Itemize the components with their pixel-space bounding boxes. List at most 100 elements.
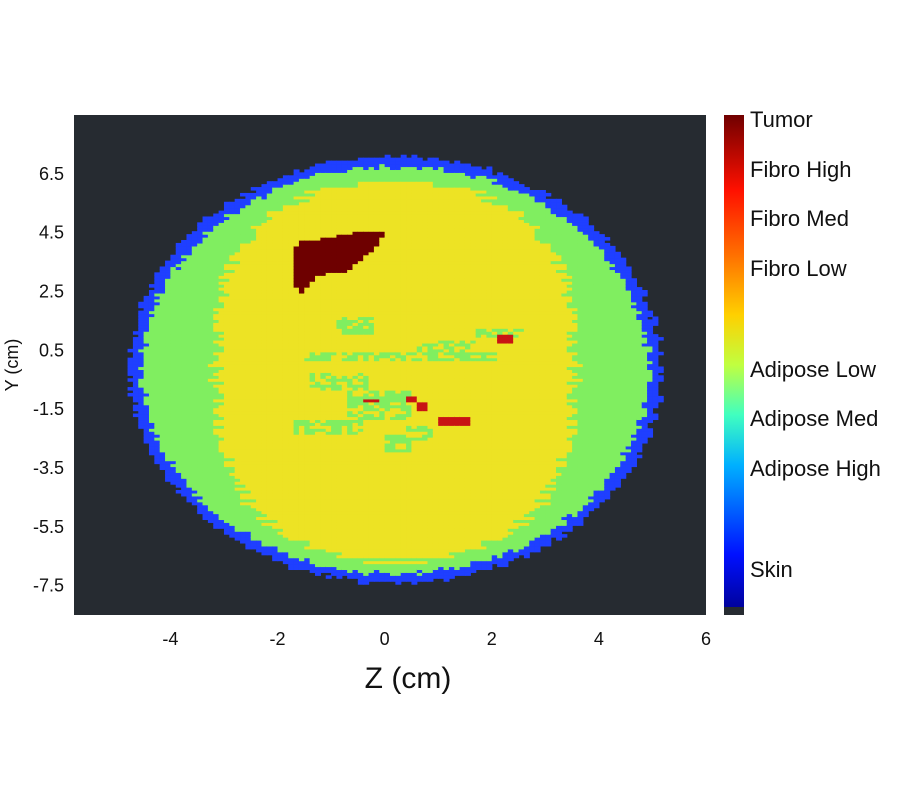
- tissue-voxel: [256, 492, 263, 497]
- tissue-voxel: [197, 301, 204, 306]
- tissue-voxel: [191, 392, 198, 397]
- tissue-voxel: [309, 219, 316, 223]
- tissue-voxel: [165, 390, 172, 394]
- tissue-voxel: [229, 260, 236, 265]
- tissue-voxel: [357, 363, 364, 368]
- tissue-voxel: [154, 366, 161, 371]
- tissue-voxel: [229, 287, 236, 291]
- tissue-voxel: [154, 316, 161, 321]
- tissue-voxel: [363, 407, 370, 412]
- tissue-voxel: [165, 290, 172, 294]
- tissue-voxel: [320, 184, 327, 188]
- tissue-voxel: [357, 569, 364, 573]
- tissue-voxel: [218, 504, 225, 509]
- tissue-voxel: [341, 281, 348, 285]
- tissue-voxel: [288, 545, 295, 550]
- tissue-voxel: [250, 440, 257, 444]
- tissue-voxel: [309, 407, 316, 412]
- tissue-voxel: [218, 281, 225, 285]
- tissue-voxel: [309, 284, 316, 288]
- tissue-voxel: [336, 184, 343, 188]
- tissue-voxel: [207, 516, 214, 521]
- tissue-voxel: [298, 184, 305, 188]
- tissue-voxel: [175, 384, 182, 388]
- tissue-voxel: [309, 178, 316, 182]
- tissue-voxel: [256, 269, 263, 273]
- tissue-voxel: [272, 428, 279, 432]
- tissue-voxel: [336, 569, 343, 573]
- tissue-voxel: [320, 437, 327, 441]
- tissue-voxel: [213, 298, 220, 303]
- tissue-voxel: [320, 316, 327, 321]
- tissue-voxel: [181, 410, 188, 415]
- tissue-voxel: [325, 484, 332, 488]
- tissue-voxel: [207, 413, 214, 418]
- tissue-voxel: [288, 187, 295, 191]
- tissue-voxel: [223, 304, 230, 309]
- tissue-voxel: [175, 390, 182, 394]
- tissue-voxel: [357, 457, 364, 462]
- tissue-voxel: [191, 501, 198, 506]
- tissue-voxel: [148, 334, 155, 338]
- tissue-voxel: [336, 281, 343, 285]
- tissue-voxel: [127, 348, 134, 353]
- tissue-voxel: [213, 340, 220, 344]
- tissue-voxel: [331, 487, 338, 491]
- tissue-voxel: [240, 422, 246, 426]
- tissue-voxel: [165, 304, 172, 309]
- tissue-voxel: [175, 431, 182, 435]
- tissue-voxel: [298, 457, 305, 462]
- tissue-voxel: [315, 542, 321, 547]
- tissue-voxel: [213, 419, 220, 423]
- tissue-voxel: [363, 192, 370, 197]
- tissue-voxel: [229, 225, 236, 229]
- tissue-voxel: [143, 378, 150, 382]
- tissue-voxel: [341, 434, 348, 438]
- tissue-voxel: [282, 557, 289, 562]
- tissue-voxel: [272, 310, 279, 315]
- tissue-voxel: [320, 484, 327, 488]
- tissue-voxel: [256, 525, 263, 529]
- tissue-voxel: [138, 304, 145, 309]
- tissue-voxel: [293, 295, 300, 300]
- tissue-voxel: [347, 548, 354, 553]
- tissue-voxel: [368, 487, 375, 491]
- tissue-voxel: [229, 257, 236, 262]
- tissue-voxel: [181, 354, 188, 359]
- tissue-voxel: [170, 360, 177, 365]
- tissue-voxel: [218, 457, 225, 462]
- tissue-voxel: [320, 395, 327, 400]
- tissue-voxel: [202, 398, 209, 403]
- tissue-voxel: [357, 310, 364, 315]
- tissue-voxel: [277, 484, 284, 488]
- tissue-voxel: [320, 513, 327, 518]
- tissue-voxel: [309, 484, 316, 488]
- tissue-voxel: [331, 375, 338, 379]
- tissue-voxel: [277, 469, 284, 473]
- tissue-voxel: [309, 566, 316, 571]
- tissue-voxel: [250, 198, 257, 203]
- tissue-voxel: [175, 348, 182, 353]
- tissue-voxel: [256, 201, 263, 206]
- tissue-voxel: [293, 416, 300, 421]
- tissue-voxel: [341, 490, 348, 494]
- tissue-voxel: [341, 334, 348, 338]
- tissue-voxel: [223, 366, 230, 371]
- tissue-voxel: [288, 460, 295, 465]
- tissue-voxel: [202, 316, 209, 321]
- tissue-voxel: [213, 475, 220, 479]
- tissue-voxel: [341, 310, 348, 315]
- tissue-voxel: [315, 298, 321, 303]
- tissue-voxel: [250, 260, 257, 265]
- tissue-voxel: [170, 390, 177, 394]
- tissue-voxel: [170, 322, 177, 326]
- tissue-voxel: [223, 295, 230, 300]
- tissue-voxel: [293, 316, 300, 321]
- tissue-voxel: [315, 231, 321, 235]
- tissue-voxel: [154, 451, 161, 456]
- tissue-voxel: [181, 487, 188, 491]
- tissue-voxel: [240, 375, 246, 379]
- tissue-voxel: [159, 310, 166, 315]
- tissue-voxel: [325, 448, 332, 453]
- tissue-voxel: [143, 392, 150, 397]
